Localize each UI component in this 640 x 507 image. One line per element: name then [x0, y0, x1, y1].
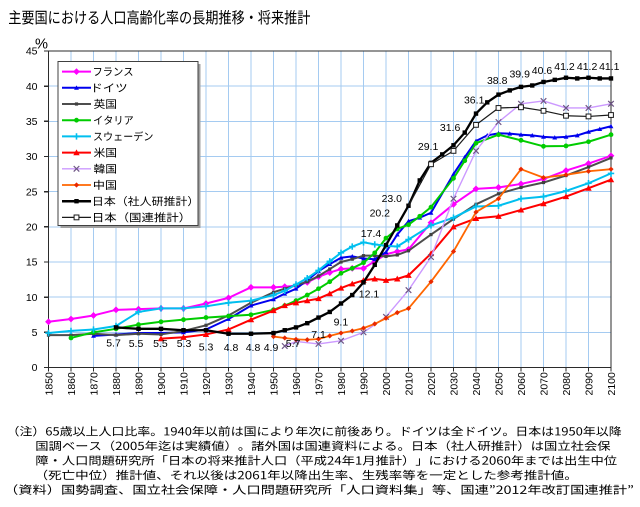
svg-text:2010: 2010 [403, 372, 415, 396]
svg-text:25: 25 [26, 186, 38, 198]
svg-text:40.6: 40.6 [532, 65, 553, 77]
svg-text:35: 35 [26, 116, 38, 128]
svg-text:15: 15 [26, 257, 38, 269]
svg-text:41.2: 41.2 [577, 61, 598, 73]
svg-text:1860: 1860 [66, 372, 78, 396]
svg-text:41.2: 41.2 [554, 61, 575, 73]
svg-text:10: 10 [26, 292, 38, 304]
svg-text:2060: 2060 [516, 372, 528, 396]
svg-text:1990: 1990 [358, 372, 370, 396]
svg-text:1890: 1890 [133, 372, 145, 396]
svg-text:5.5: 5.5 [129, 338, 144, 350]
svg-text:1970: 1970 [313, 372, 325, 396]
svg-text:36.1: 36.1 [464, 94, 485, 106]
svg-text:39.9: 39.9 [509, 69, 530, 81]
svg-text:1910: 1910 [178, 372, 190, 396]
svg-text:1940: 1940 [246, 372, 258, 396]
svg-text:1870: 1870 [88, 372, 100, 396]
svg-text:1930: 1930 [223, 372, 235, 396]
svg-text:%: % [35, 36, 48, 52]
svg-text:23.0: 23.0 [382, 193, 403, 205]
svg-text:1900: 1900 [156, 372, 168, 396]
svg-text:1850: 1850 [43, 372, 55, 396]
svg-text:1980: 1980 [336, 372, 348, 396]
svg-text:2070: 2070 [538, 372, 550, 396]
svg-text:5.3: 5.3 [199, 342, 214, 354]
svg-text:1960: 1960 [291, 372, 303, 396]
svg-text:0: 0 [32, 362, 38, 374]
svg-text:2000: 2000 [381, 372, 393, 396]
svg-text:4.8: 4.8 [246, 342, 261, 354]
svg-text:20: 20 [26, 222, 38, 234]
svg-text:1950: 1950 [268, 372, 280, 396]
svg-text:2080: 2080 [561, 372, 573, 396]
svg-text:5.7: 5.7 [106, 338, 121, 350]
svg-text:9.1: 9.1 [334, 316, 349, 328]
svg-text:41.1: 41.1 [599, 61, 620, 73]
svg-text:2040: 2040 [471, 372, 483, 396]
svg-text:38.8: 38.8 [487, 75, 508, 87]
svg-text:45: 45 [26, 46, 38, 58]
svg-text:5.5: 5.5 [153, 338, 168, 350]
svg-text:20.2: 20.2 [370, 208, 391, 220]
svg-text:2030: 2030 [448, 372, 460, 396]
svg-text:31.6: 31.6 [440, 122, 461, 134]
svg-text:40: 40 [26, 81, 38, 93]
svg-text:5: 5 [32, 327, 38, 339]
svg-text:12.1: 12.1 [359, 289, 380, 301]
svg-text:1880: 1880 [111, 372, 123, 396]
svg-text:30: 30 [26, 151, 38, 163]
svg-text:2050: 2050 [493, 372, 505, 396]
svg-text:2090: 2090 [583, 372, 595, 396]
svg-text:4.8: 4.8 [224, 342, 239, 354]
svg-text:5.7: 5.7 [286, 338, 301, 350]
svg-text:7.1: 7.1 [311, 329, 326, 341]
svg-text:5.3: 5.3 [177, 338, 192, 350]
svg-text:1920: 1920 [201, 372, 213, 396]
svg-text:2020: 2020 [426, 372, 438, 396]
svg-text:4.9: 4.9 [264, 342, 279, 354]
svg-text:2100: 2100 [606, 372, 618, 396]
svg-text:17.4: 17.4 [361, 228, 382, 240]
svg-text:29.1: 29.1 [418, 141, 439, 153]
